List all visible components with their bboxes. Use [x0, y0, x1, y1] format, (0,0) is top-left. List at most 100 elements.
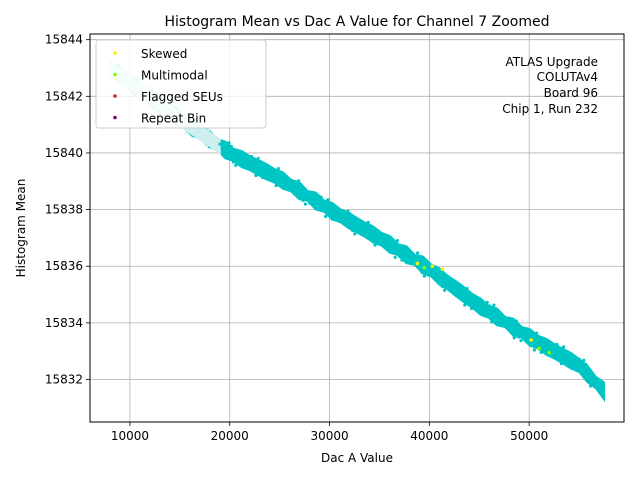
- data-point: [451, 287, 456, 292]
- data-point: [283, 181, 287, 186]
- data-point: [375, 238, 379, 243]
- marker-skewed: [440, 267, 445, 271]
- data-point: [395, 238, 400, 243]
- data-point: [440, 284, 444, 288]
- data-point: [184, 130, 188, 134]
- data-point: [442, 288, 447, 292]
- data-point: [366, 220, 370, 224]
- data-point: [303, 202, 307, 206]
- data-point: [371, 240, 375, 244]
- data-point: [339, 215, 343, 219]
- data-point: [393, 255, 397, 259]
- data-point: [247, 159, 251, 163]
- legend-marker: [113, 72, 117, 77]
- marker-multimodal: [547, 350, 551, 355]
- x-axis-ticks: 10000 20000 30000 40000 50000: [111, 422, 548, 443]
- data-point: [521, 334, 525, 338]
- data-band-area: [108, 62, 606, 403]
- data-point: [252, 158, 256, 162]
- data-point: [512, 336, 516, 340]
- data-point: [189, 130, 193, 134]
- data-point: [465, 286, 469, 291]
- data-point: [314, 196, 319, 200]
- data-point: [308, 201, 312, 205]
- data-point: [234, 163, 238, 167]
- data-point: [240, 157, 245, 161]
- data-point: [463, 303, 467, 307]
- y-tick-label: 15840: [45, 146, 83, 160]
- data-point: [368, 224, 373, 228]
- data-point: [353, 232, 357, 236]
- y-tick-label: 15842: [45, 89, 83, 103]
- data-point: [227, 141, 231, 145]
- data-point: [261, 175, 265, 180]
- data-point: [238, 162, 242, 166]
- data-point: [559, 362, 563, 366]
- data-point: [501, 322, 505, 326]
- data-point: [326, 198, 330, 202]
- data-point: [312, 200, 316, 204]
- data-point: [553, 347, 557, 351]
- data-point: [514, 319, 519, 323]
- data-point: [270, 173, 274, 177]
- data-point: [481, 301, 485, 305]
- data-point: [231, 160, 236, 164]
- data-point: [593, 385, 597, 389]
- data-point: [418, 255, 422, 259]
- data-point: [285, 185, 289, 189]
- x-tick-label: 20000: [211, 429, 249, 443]
- data-point: [550, 343, 554, 348]
- data-point: [335, 216, 339, 220]
- data-point: [281, 186, 285, 190]
- marker-multimodal: [537, 346, 541, 351]
- data-point: [582, 358, 586, 362]
- data-point: [532, 348, 537, 352]
- data-point: [476, 302, 480, 306]
- data-point: [319, 195, 323, 199]
- data-point: [436, 272, 440, 277]
- data-point: [380, 237, 384, 242]
- data-point: [294, 183, 298, 188]
- data-point: [209, 143, 213, 147]
- data-point: [310, 197, 314, 201]
- data-point: [220, 146, 224, 150]
- data-point: [503, 317, 507, 321]
- data-point: [267, 169, 272, 173]
- data-point: [193, 129, 197, 133]
- legend-entry: Multimodal: [141, 69, 208, 83]
- legend-entry: Repeat Bin: [141, 112, 206, 126]
- data-point: [528, 329, 532, 333]
- annotation-line: COLUTAv4: [537, 70, 598, 84]
- data-point: [258, 172, 263, 176]
- x-tick-label: 30000: [310, 429, 348, 443]
- data-point: [595, 381, 599, 385]
- data-point: [216, 146, 220, 151]
- data-point: [597, 386, 602, 390]
- data-point: [274, 184, 278, 188]
- data-point: [198, 128, 202, 133]
- y-tick-label: 15832: [45, 373, 83, 387]
- data-point: [389, 236, 393, 240]
- x-axis-title: Dac A Value: [321, 451, 393, 465]
- data-point: [526, 333, 530, 337]
- data-point: [530, 332, 534, 336]
- data-point: [499, 318, 503, 322]
- data-point: [570, 363, 575, 367]
- annotation-line: ATLAS Upgrade: [505, 55, 598, 69]
- data-point: [328, 213, 332, 218]
- data-point: [510, 320, 514, 324]
- data-point: [445, 284, 449, 288]
- data-point: [337, 211, 341, 215]
- data-point: [202, 128, 206, 132]
- marker-skewed: [415, 261, 420, 266]
- data-point: [447, 288, 451, 292]
- data-point: [382, 241, 386, 245]
- data-point: [431, 273, 435, 277]
- data-point: [487, 304, 492, 308]
- data-point: [391, 239, 395, 244]
- data-point: [434, 269, 438, 273]
- legend-box: [95, 39, 267, 129]
- data-point: [301, 198, 305, 203]
- data-point: [568, 359, 572, 364]
- data-point: [573, 358, 577, 362]
